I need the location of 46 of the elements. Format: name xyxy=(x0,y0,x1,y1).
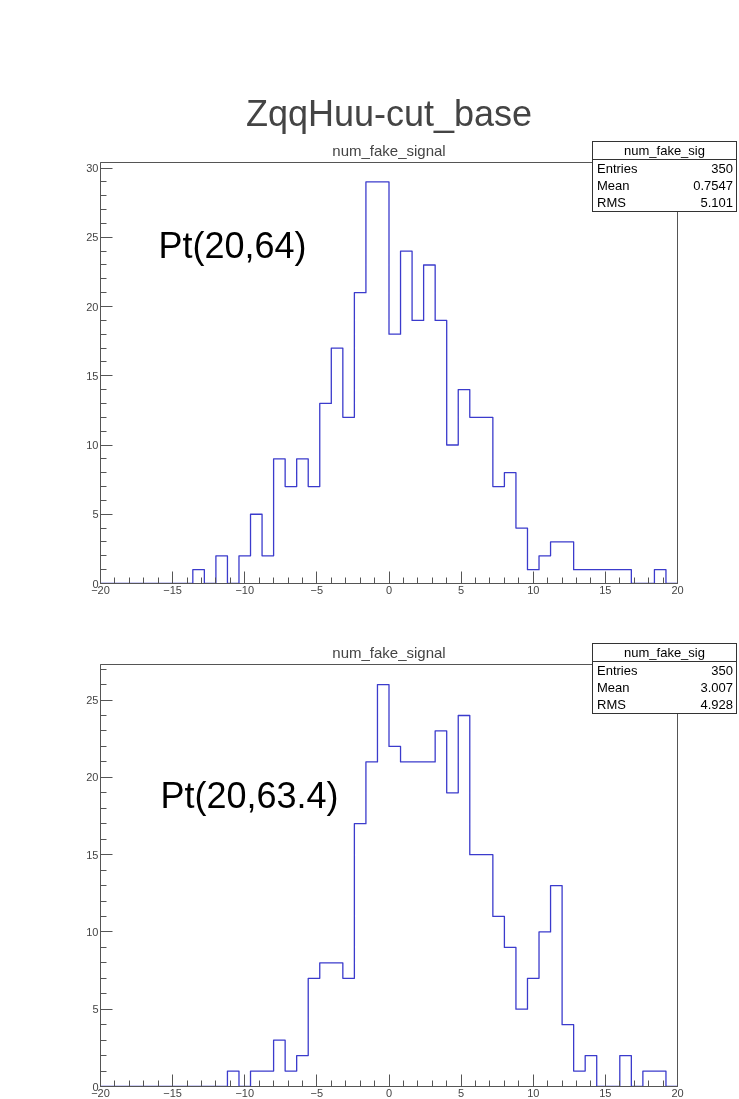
x-tick-label: 10 xyxy=(527,1086,540,1099)
x-tick-label: −5 xyxy=(310,1086,324,1099)
text: 4.928 xyxy=(699,696,734,713)
annotation: Pt(20,63.4) xyxy=(160,774,339,816)
annotation: Entries xyxy=(596,160,639,177)
text: 350 xyxy=(710,662,734,679)
text: 0.7547 xyxy=(692,177,734,194)
annotation: Mean xyxy=(596,177,631,194)
y-tick-label: 5 xyxy=(92,508,99,521)
y-tick-label: 20 xyxy=(86,771,99,784)
text: num_fake_sig xyxy=(593,142,736,160)
x-tick-label: 20 xyxy=(671,583,684,596)
annotation: RMS xyxy=(596,194,627,211)
x-tick-label: −15 xyxy=(163,1086,182,1099)
y-tick-label: 10 xyxy=(86,439,99,452)
text: 5.101 xyxy=(699,194,734,211)
chart-title: num_fake_signal xyxy=(332,643,446,661)
x-tick-label: −5 xyxy=(310,583,324,596)
y-tick-label: 25 xyxy=(86,231,99,244)
y-tick-label: 25 xyxy=(86,694,99,707)
x-tick-label: 15 xyxy=(599,1086,612,1099)
x-tick-label: −15 xyxy=(163,583,182,596)
x-tick-label: 5 xyxy=(458,583,465,596)
x-tick-label: 10 xyxy=(527,583,540,596)
x-tick-label: 5 xyxy=(458,1086,465,1099)
x-tick-label: −10 xyxy=(235,1086,255,1099)
chart-title: ZqqHuu-cut_base xyxy=(245,92,533,134)
x-tick-label: 0 xyxy=(385,1086,393,1099)
x-tick-label: −10 xyxy=(235,583,255,596)
y-tick-label: 15 xyxy=(86,848,99,861)
annotation: Pt(20,64) xyxy=(158,224,307,266)
text: 3.007 xyxy=(699,679,734,696)
y-tick-label: 20 xyxy=(86,300,99,313)
y-tick-label: 30 xyxy=(86,162,99,175)
x-tick-label: 20 xyxy=(671,1086,684,1099)
y-tick-label: 5 xyxy=(92,1003,99,1016)
y-tick-label: 10 xyxy=(86,925,99,938)
annotation: RMS xyxy=(596,696,627,713)
x-tick-label: 0 xyxy=(385,583,393,596)
text: num_fake_sig xyxy=(593,644,736,662)
annotation: Entries xyxy=(596,662,639,679)
annotation: Mean xyxy=(596,679,631,696)
y-tick-label: 15 xyxy=(86,369,99,382)
chart-subtitle: num_fake_signal xyxy=(332,141,446,159)
x-tick-label: 15 xyxy=(599,583,612,596)
text: 350 xyxy=(710,160,734,177)
